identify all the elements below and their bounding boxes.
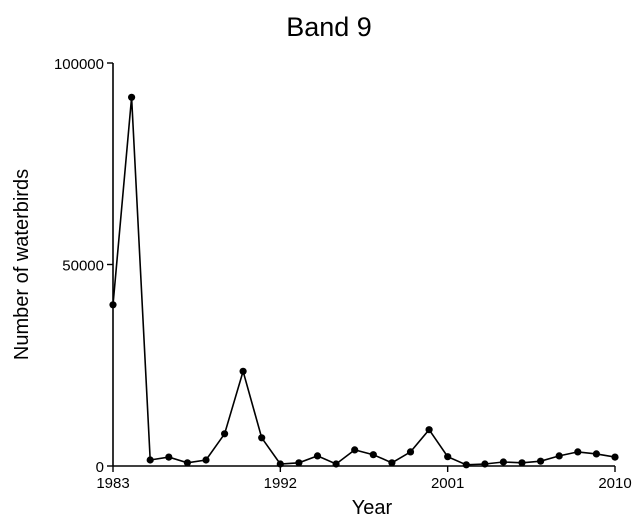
data-point [295,459,303,467]
data-point [425,426,433,434]
data-point [537,457,545,465]
data-point [351,446,359,454]
data-point [165,453,173,461]
axis-ticks [107,62,616,472]
data-point [574,448,582,456]
data-point [369,451,377,459]
data-point [499,458,507,466]
data-point [611,453,619,461]
data-point [555,452,563,460]
chart-title: Band 9 [286,12,372,42]
y-axis-label: Number of waterbirds [11,169,33,360]
y-tick-label: 100000 [54,56,104,73]
data-point [128,93,136,101]
data-point [146,456,154,464]
y-tick-label: 0 [96,459,104,476]
axes [112,63,615,467]
data-point [239,367,247,375]
data-point [592,450,601,458]
data-point [444,453,452,461]
x-tick-label: 1983 [96,475,129,492]
y-tick-label: 50000 [62,258,104,275]
data-point [313,452,322,460]
x-tick-label: 2010 [598,475,631,492]
data-point [258,434,266,442]
data-point [202,456,210,464]
data-point [183,459,191,467]
x-axis-label: Year [352,497,393,519]
data-point [332,460,340,468]
axis-tick-labels: 0 50000 100000 1983 1992 2001 2010 [54,56,632,492]
data-point [481,460,489,468]
data-point [109,301,117,309]
x-tick-label: 1992 [264,475,297,492]
series-group [109,93,619,469]
data-point [462,461,470,469]
data-point [518,459,526,467]
data-point [221,430,229,438]
x-tick-label: 2001 [431,475,464,492]
data-point [406,448,415,456]
series-line [112,97,616,466]
data-point [276,460,284,468]
data-point [388,459,396,467]
